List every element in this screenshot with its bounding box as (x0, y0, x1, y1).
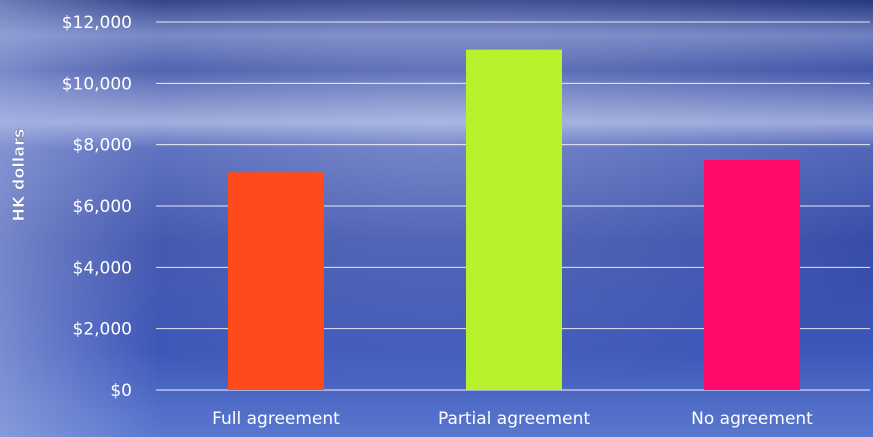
x-axis-categories: Full agreement Partial agreement No agreem… (212, 409, 813, 429)
bar-full-agreement (228, 172, 324, 390)
y-tick-label: $2,000 (73, 320, 132, 340)
bar-no-agreement (704, 160, 800, 390)
x-category-label: Partial agreement (438, 409, 590, 429)
x-category-label: Full agreement (212, 409, 340, 429)
background-left-fade (0, 0, 160, 437)
y-axis-ticks: $0 $2,000 $4,000 $6,000 $8,000 $10,000 $12,000 (62, 13, 132, 401)
bars (228, 49, 800, 390)
y-tick-label: $10,000 (62, 74, 132, 94)
y-axis-title: HK dollars (9, 129, 28, 222)
y-tick-label: $8,000 (73, 136, 132, 156)
y-tick-label: $0 (110, 381, 132, 401)
y-tick-label: $12,000 (62, 13, 132, 33)
y-tick-label: $4,000 (73, 258, 132, 278)
x-category-label: No agreement (691, 409, 813, 429)
bar-partial-agreement (466, 49, 562, 390)
y-tick-label: $6,000 (73, 197, 132, 217)
